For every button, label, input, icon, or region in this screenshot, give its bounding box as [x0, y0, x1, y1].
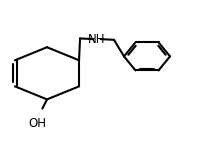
Text: OH: OH [28, 117, 46, 130]
Text: NH: NH [88, 33, 106, 46]
